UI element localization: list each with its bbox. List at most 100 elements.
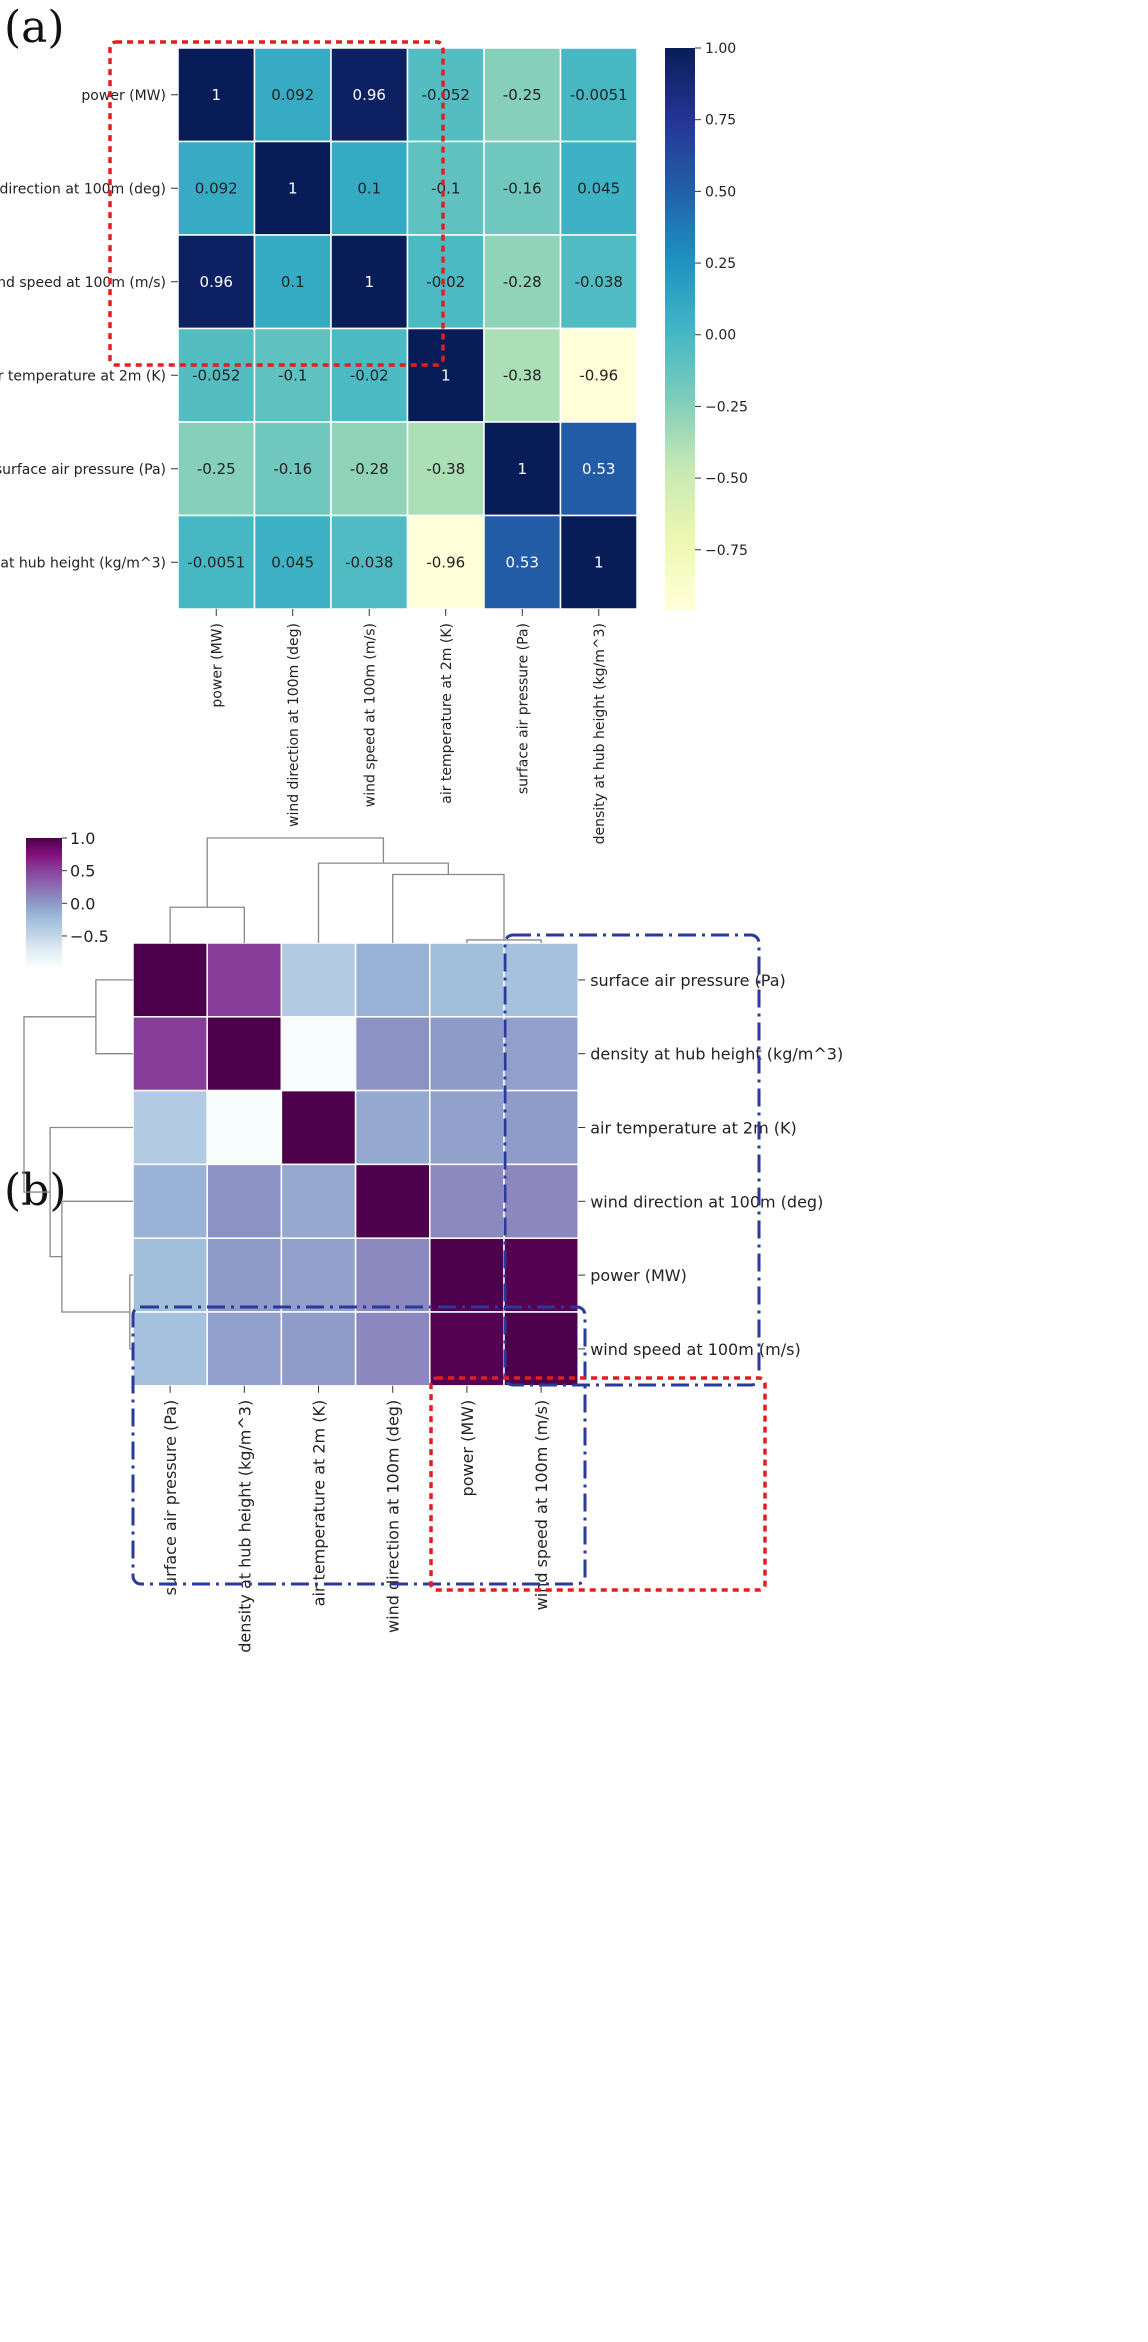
heatmap-cell bbox=[253, 140, 332, 236]
heatmap-cell bbox=[132, 1163, 208, 1239]
cell-value-label: -0.16 bbox=[273, 460, 312, 478]
colorbar-tick-label: −0.50 bbox=[705, 471, 748, 487]
cell-value-label: -0.28 bbox=[503, 273, 542, 291]
heatmap-cell bbox=[330, 421, 409, 517]
cell-value-label: 0.53 bbox=[582, 460, 615, 478]
cell-value-label: -0.02 bbox=[426, 273, 465, 291]
colorbar-tick-label: 0.0 bbox=[70, 894, 95, 913]
colorbar-tick-label: −0.25 bbox=[705, 399, 748, 415]
cell-value-label: -0.1 bbox=[278, 366, 307, 384]
cell-value-label: 0.1 bbox=[281, 273, 305, 291]
heatmap-cell bbox=[177, 47, 256, 143]
heatmap-a: 1 0.092 0.96 -0.052 -0.25 -0.0051 0.092 1 0.1 -0.… bbox=[0, 47, 638, 844]
heatmap-cell bbox=[429, 1311, 505, 1387]
y-tick-label: wind speed at 100m (m/s) bbox=[590, 1340, 801, 1359]
x-tick-label: wind speed at 100m (m/s) bbox=[362, 623, 378, 807]
y-tick-label: wind direction at 100m (deg) bbox=[590, 1192, 823, 1211]
row-dendrogram-link bbox=[95, 979, 133, 1055]
colorbar-tick-label: −0.5 bbox=[70, 927, 109, 946]
cell-value-label: 0.96 bbox=[200, 273, 233, 291]
heatmap-cell bbox=[559, 327, 638, 423]
y-tick-label: wind direction at 100m (deg) bbox=[0, 181, 166, 197]
heatmap-cell bbox=[206, 1089, 283, 1166]
heatmap-cell bbox=[354, 1089, 431, 1166]
heatmap-cell bbox=[429, 1089, 505, 1166]
x-tick-label: density at hub height (kg/m^3) bbox=[235, 1400, 254, 1653]
heatmap-cell bbox=[206, 1016, 283, 1092]
cell-value-label: -0.38 bbox=[503, 366, 542, 384]
heatmap-cell bbox=[559, 234, 638, 330]
x-tick-label: surface air pressure (Pa) bbox=[161, 1400, 180, 1596]
colorbar-gradient bbox=[26, 838, 62, 966]
heatmap-cell bbox=[429, 1237, 505, 1313]
heatmap-cell bbox=[253, 47, 332, 143]
cell-value-label: -0.052 bbox=[192, 366, 240, 384]
highlight-box-a bbox=[108, 40, 445, 367]
heatmap-cell bbox=[354, 1163, 431, 1239]
heatmap-cell bbox=[206, 1237, 283, 1313]
dendrogram-b bbox=[23, 837, 542, 1350]
y-tick-label: power (MW) bbox=[590, 1266, 687, 1285]
heatmap-cell bbox=[280, 1163, 357, 1239]
x-tick-label: density at hub height (kg/m^3) bbox=[592, 623, 608, 844]
cell-value-label: 0.045 bbox=[271, 553, 314, 571]
cell-value-label: 1 bbox=[441, 366, 451, 384]
heatmap-cell bbox=[177, 327, 256, 423]
y-tick-label: density at hub height (kg/m^3) bbox=[590, 1045, 843, 1064]
heatmap-cell bbox=[483, 421, 562, 517]
x-tick-label: surface air pressure (Pa) bbox=[515, 623, 531, 794]
cell-value-label: 0.96 bbox=[353, 86, 386, 104]
cell-value-label: -0.16 bbox=[503, 179, 542, 197]
colorbar-tick-label: 0.00 bbox=[705, 328, 736, 344]
cell-value-label: -0.1 bbox=[431, 179, 460, 197]
cell-value-label: -0.96 bbox=[426, 553, 465, 571]
heatmap-cell bbox=[429, 1016, 505, 1092]
heatmap-cell bbox=[206, 1163, 283, 1239]
cell-value-label: 1 bbox=[364, 273, 374, 291]
heatmap-cell bbox=[330, 327, 409, 423]
colorbar-gradient bbox=[665, 48, 695, 610]
heatmap-b: surface air pressure (Pa) density at hub … bbox=[132, 942, 843, 1653]
heatmap-cell bbox=[483, 234, 562, 330]
x-tick-label: air temperature at 2m (K) bbox=[310, 1400, 329, 1607]
colorbar-a: 1.00 0.75 0.50 0.25 0.00 −0.25 −0.50 −0.75 bbox=[665, 41, 748, 610]
heatmap-cell bbox=[206, 942, 283, 1018]
cell-value-label: 0.1 bbox=[357, 179, 381, 197]
heatmap-cell bbox=[503, 942, 579, 1018]
cell-value-label: -0.25 bbox=[503, 86, 542, 104]
cell-value-label: -0.0051 bbox=[570, 86, 628, 104]
row-dendrogram-link bbox=[61, 1200, 133, 1313]
colorbar-tick-label: 0.50 bbox=[705, 184, 736, 200]
cell-value-label: -0.038 bbox=[345, 553, 393, 571]
panel-label-b: (b) bbox=[4, 1165, 67, 1216]
colorbar-tick-label: 0.75 bbox=[705, 113, 736, 129]
colorbar-tick-label: 1.00 bbox=[705, 41, 736, 57]
cell-value-label: 0.092 bbox=[271, 86, 314, 104]
highlight-box-blue-row bbox=[131, 1305, 587, 1586]
colorbar-tick-label: −0.75 bbox=[705, 543, 748, 559]
cell-value-label: 1 bbox=[594, 553, 604, 571]
column-dendrogram-link bbox=[392, 873, 505, 943]
x-tick-label: power (MW) bbox=[458, 1400, 477, 1497]
heatmap-cell bbox=[354, 942, 431, 1018]
colorbar-b: 1.0 0.5 0.0 −0.5 bbox=[26, 829, 109, 966]
heatmap-cell bbox=[206, 1311, 283, 1387]
highlight-box-blue-column bbox=[503, 933, 761, 1387]
heatmap-cell bbox=[354, 1311, 431, 1387]
colorbar-tick-label: 0.5 bbox=[70, 862, 95, 881]
cell-value-label: -0.38 bbox=[426, 460, 465, 478]
cell-value-label: -0.28 bbox=[350, 460, 389, 478]
heatmap-cell bbox=[503, 1089, 579, 1166]
heatmap-cell bbox=[132, 1311, 208, 1387]
cell-value-label: -0.052 bbox=[422, 86, 470, 104]
cell-value-label: 0.045 bbox=[577, 179, 620, 197]
y-tick-label: density at hub height (kg/m^3) bbox=[0, 555, 166, 571]
heatmap-cell bbox=[132, 1089, 208, 1166]
heatmap-cell bbox=[280, 1311, 357, 1387]
heatmap-cell bbox=[253, 327, 332, 423]
y-tick-label: power (MW) bbox=[81, 88, 166, 104]
y-tick-label: surface air pressure (Pa) bbox=[0, 462, 166, 478]
heatmap-cell bbox=[429, 1163, 505, 1239]
cell-value-label: -0.0051 bbox=[187, 553, 245, 571]
